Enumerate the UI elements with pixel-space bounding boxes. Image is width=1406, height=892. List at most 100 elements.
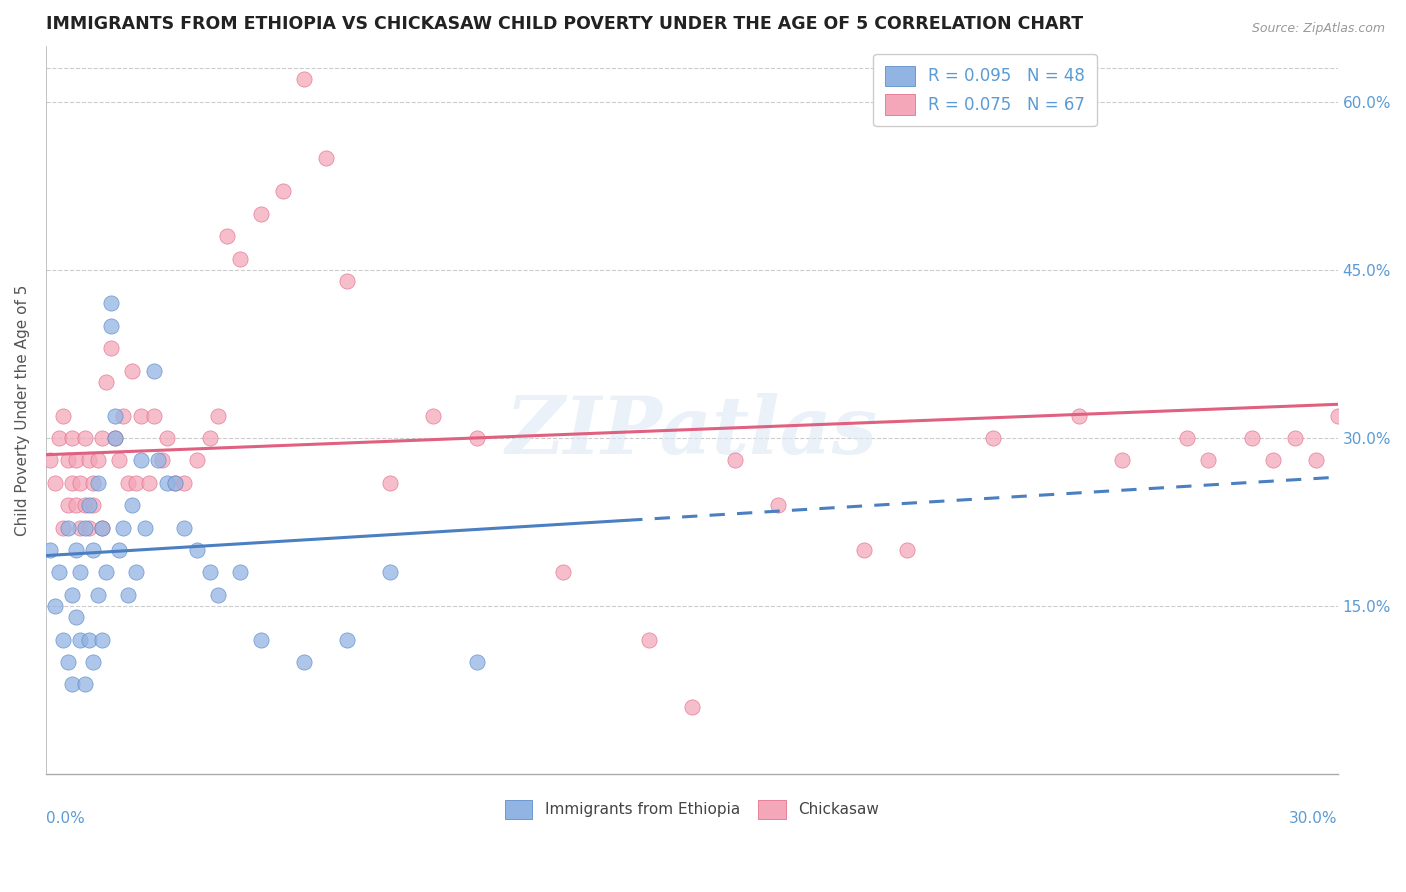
- Point: [121, 364, 143, 378]
- Point: [981, 431, 1004, 445]
- Point: [112, 520, 135, 534]
- Point: [1284, 431, 1306, 445]
- Point: [1111, 453, 1133, 467]
- Point: [60, 475, 83, 490]
- Point: [65, 610, 87, 624]
- Point: [69, 632, 91, 647]
- Point: [1175, 431, 1198, 445]
- Point: [125, 566, 148, 580]
- Point: [117, 588, 139, 602]
- Point: [96, 375, 118, 389]
- Point: [207, 409, 229, 423]
- Point: [91, 632, 114, 647]
- Point: [77, 632, 100, 647]
- Point: [228, 252, 250, 266]
- Point: [86, 453, 108, 467]
- Point: [82, 543, 104, 558]
- Point: [108, 543, 131, 558]
- Point: [44, 475, 66, 490]
- Point: [336, 632, 359, 647]
- Point: [73, 677, 96, 691]
- Point: [69, 475, 91, 490]
- Point: [422, 409, 444, 423]
- Point: [48, 566, 70, 580]
- Point: [896, 543, 918, 558]
- Point: [465, 431, 488, 445]
- Point: [104, 409, 127, 423]
- Point: [52, 409, 75, 423]
- Point: [73, 520, 96, 534]
- Point: [65, 498, 87, 512]
- Point: [65, 543, 87, 558]
- Point: [215, 229, 238, 244]
- Point: [637, 632, 659, 647]
- Point: [292, 655, 315, 669]
- Point: [228, 566, 250, 580]
- Point: [44, 599, 66, 613]
- Point: [91, 520, 114, 534]
- Point: [380, 566, 402, 580]
- Point: [1305, 453, 1327, 467]
- Point: [56, 498, 79, 512]
- Text: ZIPatlas: ZIPatlas: [506, 393, 877, 470]
- Point: [380, 475, 402, 490]
- Point: [134, 520, 156, 534]
- Point: [681, 699, 703, 714]
- Point: [60, 588, 83, 602]
- Point: [69, 520, 91, 534]
- Point: [186, 453, 208, 467]
- Legend: Immigrants from Ethiopia, Chickasaw: Immigrants from Ethiopia, Chickasaw: [499, 794, 884, 825]
- Point: [100, 318, 122, 333]
- Point: [100, 341, 122, 355]
- Point: [48, 431, 70, 445]
- Point: [165, 475, 187, 490]
- Text: IMMIGRANTS FROM ETHIOPIA VS CHICKASAW CHILD POVERTY UNDER THE AGE OF 5 CORRELATI: IMMIGRANTS FROM ETHIOPIA VS CHICKASAW CH…: [46, 15, 1083, 33]
- Text: 30.0%: 30.0%: [1289, 811, 1337, 826]
- Point: [173, 475, 195, 490]
- Point: [39, 453, 62, 467]
- Point: [724, 453, 747, 467]
- Point: [77, 498, 100, 512]
- Point: [198, 431, 221, 445]
- Point: [173, 520, 195, 534]
- Point: [336, 274, 359, 288]
- Point: [125, 475, 148, 490]
- Point: [104, 431, 127, 445]
- Point: [766, 498, 789, 512]
- Point: [65, 453, 87, 467]
- Point: [77, 453, 100, 467]
- Point: [56, 453, 79, 467]
- Point: [146, 453, 169, 467]
- Point: [129, 409, 152, 423]
- Point: [138, 475, 160, 490]
- Point: [207, 588, 229, 602]
- Point: [100, 296, 122, 310]
- Point: [129, 453, 152, 467]
- Point: [82, 475, 104, 490]
- Point: [271, 185, 294, 199]
- Point: [142, 364, 165, 378]
- Point: [117, 475, 139, 490]
- Point: [142, 409, 165, 423]
- Point: [52, 520, 75, 534]
- Point: [77, 520, 100, 534]
- Point: [82, 498, 104, 512]
- Point: [56, 520, 79, 534]
- Text: Source: ZipAtlas.com: Source: ZipAtlas.com: [1251, 22, 1385, 36]
- Point: [39, 543, 62, 558]
- Point: [155, 431, 177, 445]
- Point: [292, 72, 315, 87]
- Point: [1261, 453, 1284, 467]
- Point: [1198, 453, 1220, 467]
- Point: [250, 207, 273, 221]
- Point: [73, 498, 96, 512]
- Point: [186, 543, 208, 558]
- Point: [112, 409, 135, 423]
- Point: [60, 431, 83, 445]
- Point: [1240, 431, 1263, 445]
- Point: [56, 655, 79, 669]
- Point: [465, 655, 488, 669]
- Text: 0.0%: 0.0%: [46, 811, 84, 826]
- Point: [853, 543, 876, 558]
- Point: [155, 475, 177, 490]
